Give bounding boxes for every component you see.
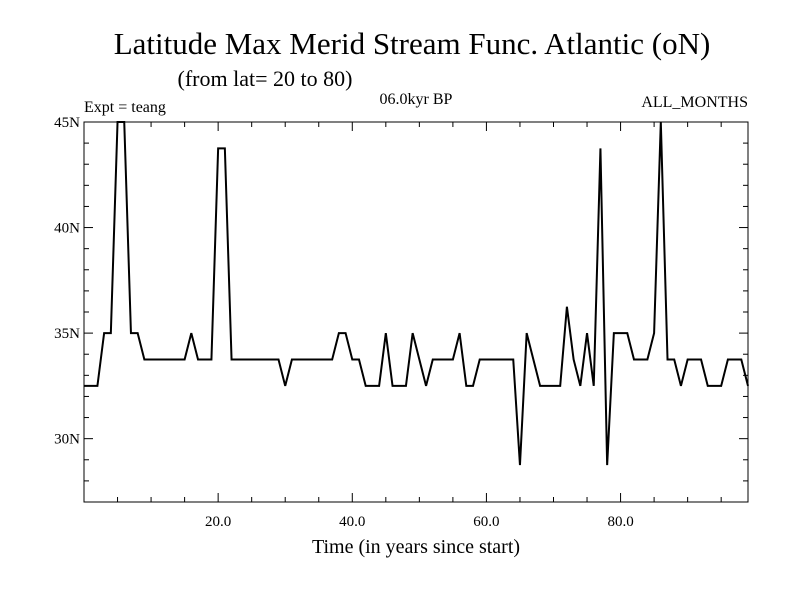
x-axis-label: Time (in years since start) [312, 536, 520, 558]
tick-labels: 20.0 40.0 60.0 80.0 30N 35N 40N 45N [54, 115, 634, 530]
x-tick-label: 60.0 [473, 514, 499, 530]
period-label: 06.0kyr BP [380, 91, 453, 108]
y-tick-label: 40N [54, 221, 80, 237]
y-tick-label: 45N [54, 115, 80, 131]
plot-frame [83, 121, 749, 503]
y-tick-label: 35N [54, 326, 80, 342]
x-tick-label: 40.0 [339, 514, 365, 530]
chart-title: Latitude Max Merid Stream Func. Atlantic… [114, 26, 711, 61]
x-tick-label: 80.0 [607, 514, 633, 530]
series-line [84, 121, 749, 466]
x-tick-label: 20.0 [205, 514, 231, 530]
chart-subtitle: (from lat= 20 to 80) [178, 66, 353, 91]
y-tick-label: 30N [54, 432, 80, 448]
months-label: ALL_MONTHS [641, 94, 748, 111]
experiment-label: Expt = teang [84, 99, 166, 116]
